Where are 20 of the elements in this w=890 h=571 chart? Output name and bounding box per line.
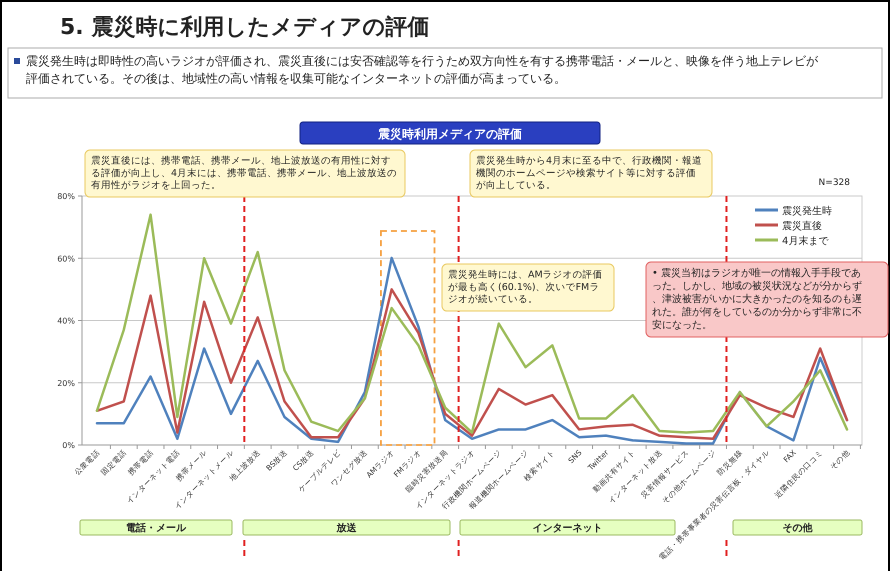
text: 電話・メール [126, 522, 187, 534]
annotation: • 震災当初はラジオが唯一の情報入手手段であった。しかし、地域の被災状況などが分からず、津波被害がいかに大きかったのを知るのも遅れた。誰が何をしているのか分からず非常に不安になった。 [652, 267, 862, 331]
chart-title: 5. 震災時に利用したメディアの評価 [60, 15, 430, 40]
y-tick-label: 0% [62, 441, 76, 450]
annotation: 震災発生時には、AMラジオの評価が最も高く(60.1%)、次いでFMラジオが続いている。 [448, 268, 603, 306]
y-tick-label: 20% [57, 378, 76, 388]
y-tick-label: 60% [57, 254, 76, 264]
y-tick-label: 40% [57, 316, 76, 326]
text: N=328 [818, 178, 850, 188]
legend-label: 震災発生時 [782, 205, 832, 217]
text: 震災発生時から4月末に至る中で、行政機関・報道機関のホームページや検索サイト等に対する評価が向上している。 [476, 154, 702, 192]
text: 震災直後には、携帯電話、携帯メール、地上波放送の有用性に対する評価が向上し、4月末には、携帯電話、携帯メール、地上波放送の有用性がラジオを上回った。 [91, 154, 398, 192]
legend-label: 4月末まで [782, 235, 830, 247]
chart-subtitle: 震災発生時は即時性の高いラジオが評価され、震災直後には安否確認等を行うため双方向性を有する携帯電話・メールと、映像を伴う地上テレビが評価されている。その後は、地域性の高い情報を収集可能なインターネットの評価が高まっている。 [26, 54, 819, 86]
legend-label: 震災直後 [782, 220, 822, 232]
text: 震災時利用メディアの評価 [377, 127, 522, 141]
text: その他 [782, 522, 814, 534]
text: 放送 [336, 522, 358, 534]
y-tick-label: 80% [57, 192, 76, 201]
text: インターネット [532, 523, 602, 534]
